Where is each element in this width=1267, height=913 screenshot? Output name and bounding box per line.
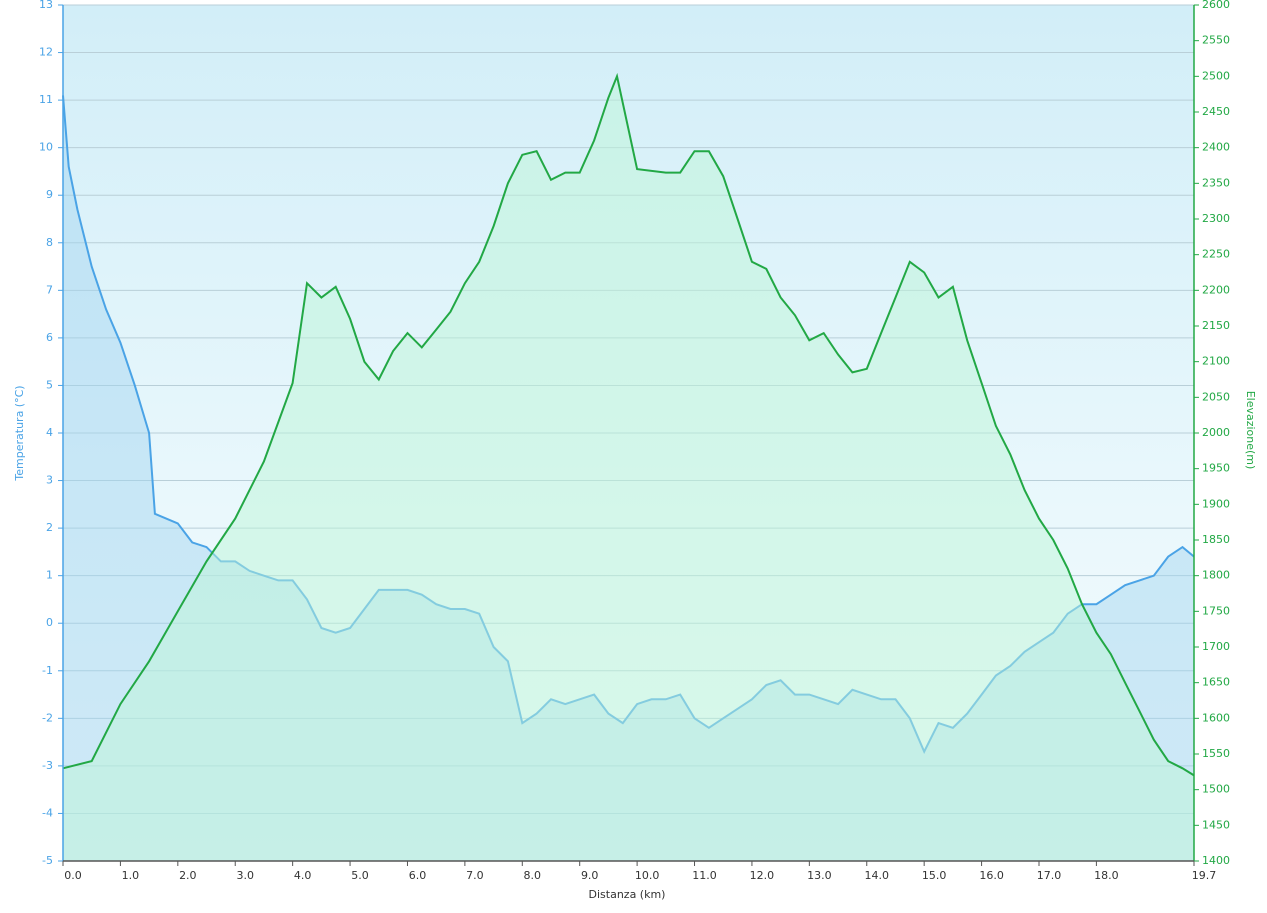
x-tick-label: 12.0	[750, 869, 775, 882]
y2-tick-label: 1700	[1202, 640, 1230, 653]
y2-tick-label: 2350	[1202, 176, 1230, 189]
y-tick-label: 3	[46, 474, 53, 487]
area	[63, 76, 1194, 862]
x-tick-label: 7.0	[466, 869, 484, 882]
y-tick-label: 9	[46, 188, 53, 201]
y2-tick-label: 1400	[1202, 854, 1230, 867]
y2-tick-label: 1450	[1202, 818, 1230, 831]
y-tick-label: 6	[46, 331, 53, 344]
y2-tick-label: 2200	[1202, 283, 1230, 296]
y2-tick-label: 2450	[1202, 105, 1230, 118]
x-tick-label: 3.0	[236, 869, 254, 882]
y2-axis-title: Elevazione(m)	[1244, 391, 1257, 470]
x-tick-label: 9.0	[581, 869, 599, 882]
y2-tick-label: 2550	[1202, 34, 1230, 47]
x-tick-label: 0.0	[64, 869, 82, 882]
y-tick-label: 7	[46, 283, 53, 296]
x-tick-label: 16.0	[979, 869, 1004, 882]
y2-tick-label: 1550	[1202, 747, 1230, 760]
y-tick-label: 0	[46, 616, 53, 629]
y2-tick-label: 2150	[1202, 319, 1230, 332]
y2-tick-label: 2600	[1202, 0, 1230, 11]
x-tick-label: 19.7	[1192, 869, 1217, 882]
y-tick-label: -3	[42, 759, 53, 772]
y-tick-label: 12	[39, 46, 53, 59]
x-tick-label: 14.0	[865, 869, 890, 882]
x-axis-title: Distanza (km)	[589, 888, 666, 901]
y2-tick-label: 1950	[1202, 462, 1230, 475]
y2-tick-label: 1750	[1202, 604, 1230, 617]
y-tick-label: 1	[46, 569, 53, 582]
x-tick-label: 18.0	[1094, 869, 1119, 882]
y-tick-label: -1	[42, 664, 53, 677]
y2-tick-label: 2250	[1202, 248, 1230, 261]
y-tick-label: -4	[42, 806, 53, 819]
x-tick-label: 8.0	[524, 869, 542, 882]
x-tick-label: 4.0	[294, 869, 312, 882]
x-tick-label: 15.0	[922, 869, 947, 882]
y-tick-label: -5	[42, 854, 53, 867]
x-tick-label: 2.0	[179, 869, 197, 882]
x-tick-label: 11.0	[692, 869, 717, 882]
y2-tick-label: 2050	[1202, 390, 1230, 403]
y-tick-label: 11	[39, 93, 53, 106]
x-tick-label: 6.0	[409, 869, 427, 882]
y2-tick-label: 1500	[1202, 783, 1230, 796]
y-axis-title: Temperatura (°C)	[13, 385, 26, 481]
y-tick-label: 13	[39, 0, 53, 11]
y-tick-label: 8	[46, 236, 53, 249]
y2-tick-label: 2500	[1202, 69, 1230, 82]
x-tick-label: 5.0	[351, 869, 369, 882]
x-tick-label: 17.0	[1037, 869, 1062, 882]
y2-tick-label: 2100	[1202, 355, 1230, 368]
y2-tick-label: 1600	[1202, 711, 1230, 724]
line	[62, 72, 1195, 777]
y2-tick-label: 2000	[1202, 426, 1230, 439]
y-tick-label: 10	[39, 141, 53, 154]
y2-tick-label: 1800	[1202, 569, 1230, 582]
x-tick-label: 13.0	[807, 869, 832, 882]
y-tick-label: 5	[46, 378, 53, 391]
y2-tick-label: 1650	[1202, 676, 1230, 689]
x-tick-label: 10.0	[635, 869, 660, 882]
y-tick-label: 2	[46, 521, 53, 534]
y-tick-label: -2	[42, 711, 53, 724]
y-tick-label: 4	[46, 426, 53, 439]
y2-tick-label: 1850	[1202, 533, 1230, 546]
x-tick-label: 1.0	[122, 869, 140, 882]
y2-tick-label: 2400	[1202, 141, 1230, 154]
y2-tick-label: 2300	[1202, 212, 1230, 225]
y2-tick-label: 1900	[1202, 497, 1230, 510]
